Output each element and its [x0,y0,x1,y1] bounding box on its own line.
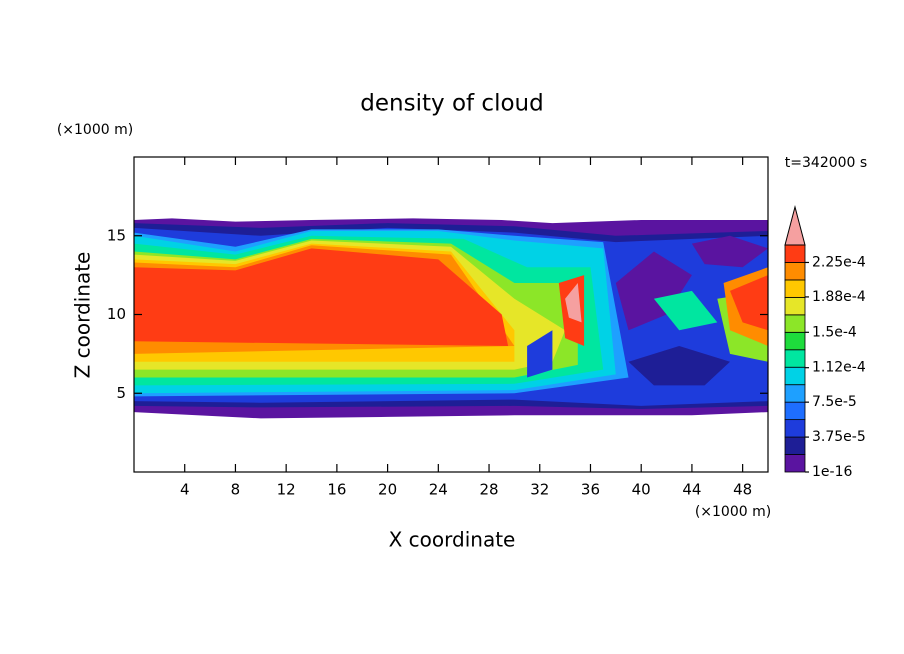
contour-region [134,248,509,346]
colorbar-tick-label: 1e-16 [812,464,852,480]
contour-region [628,346,730,386]
colorbar-box [784,384,806,403]
colorbar-tick-label: 1.88e-4 [812,289,866,305]
x-unit: (×1000 m) [695,504,771,520]
y-tick-label: 5 [116,384,126,402]
x-tick-label: 32 [530,481,549,499]
colorbar-box [784,366,806,386]
colorbar-box [784,244,806,263]
x-tick-label: 44 [682,481,701,499]
colorbar-box [784,454,806,473]
x-tick-label: 24 [429,481,448,499]
x-tick-label: 4 [180,481,190,499]
colorbar-box [784,314,806,333]
contour-region [565,283,582,323]
x-tick-label: 36 [581,481,600,499]
colorbar-box [784,262,806,281]
time-label: t=342000 s [785,155,867,171]
y-tick-label: 10 [107,305,126,323]
x-tick-label: 20 [378,481,397,499]
colorbar-box [784,331,806,351]
colorbar-box [784,279,806,298]
contour-region [527,330,553,378]
colorbar-extend [784,205,806,246]
x-tick-label: 40 [632,481,651,499]
colorbar-box [784,419,806,438]
colorbar-box [784,349,806,368]
y-axis-label: Z coordinate [71,252,95,379]
x-axis-label: X coordinate [389,528,516,552]
colorbar-tick-label: 1.5e-4 [812,324,857,340]
colorbar-tick-label: 3.75e-5 [812,429,866,445]
colorbar-tick-label: 2.25e-4 [812,254,866,270]
contour-region [615,251,692,331]
colorbar-box [784,296,806,316]
x-tick-label: 8 [231,481,241,499]
colorbar-tick-label: 1.12e-4 [812,360,866,376]
x-tick-label: 12 [277,481,296,499]
colorbar-box [784,401,806,421]
contour-region [691,235,768,268]
y-unit: (×1000 m) [57,122,133,138]
chart-title: density of cloud [360,91,543,117]
colorbar-tick-label: 7.5e-5 [812,394,857,410]
x-tick-label: 16 [327,481,346,499]
contour-region [730,275,768,331]
x-tick-label: 48 [733,481,752,499]
contour-field [134,218,768,419]
colorbar-box [784,436,806,455]
y-tick-label: 15 [107,226,126,244]
contour-region [653,290,718,331]
x-tick-label: 28 [479,481,498,499]
